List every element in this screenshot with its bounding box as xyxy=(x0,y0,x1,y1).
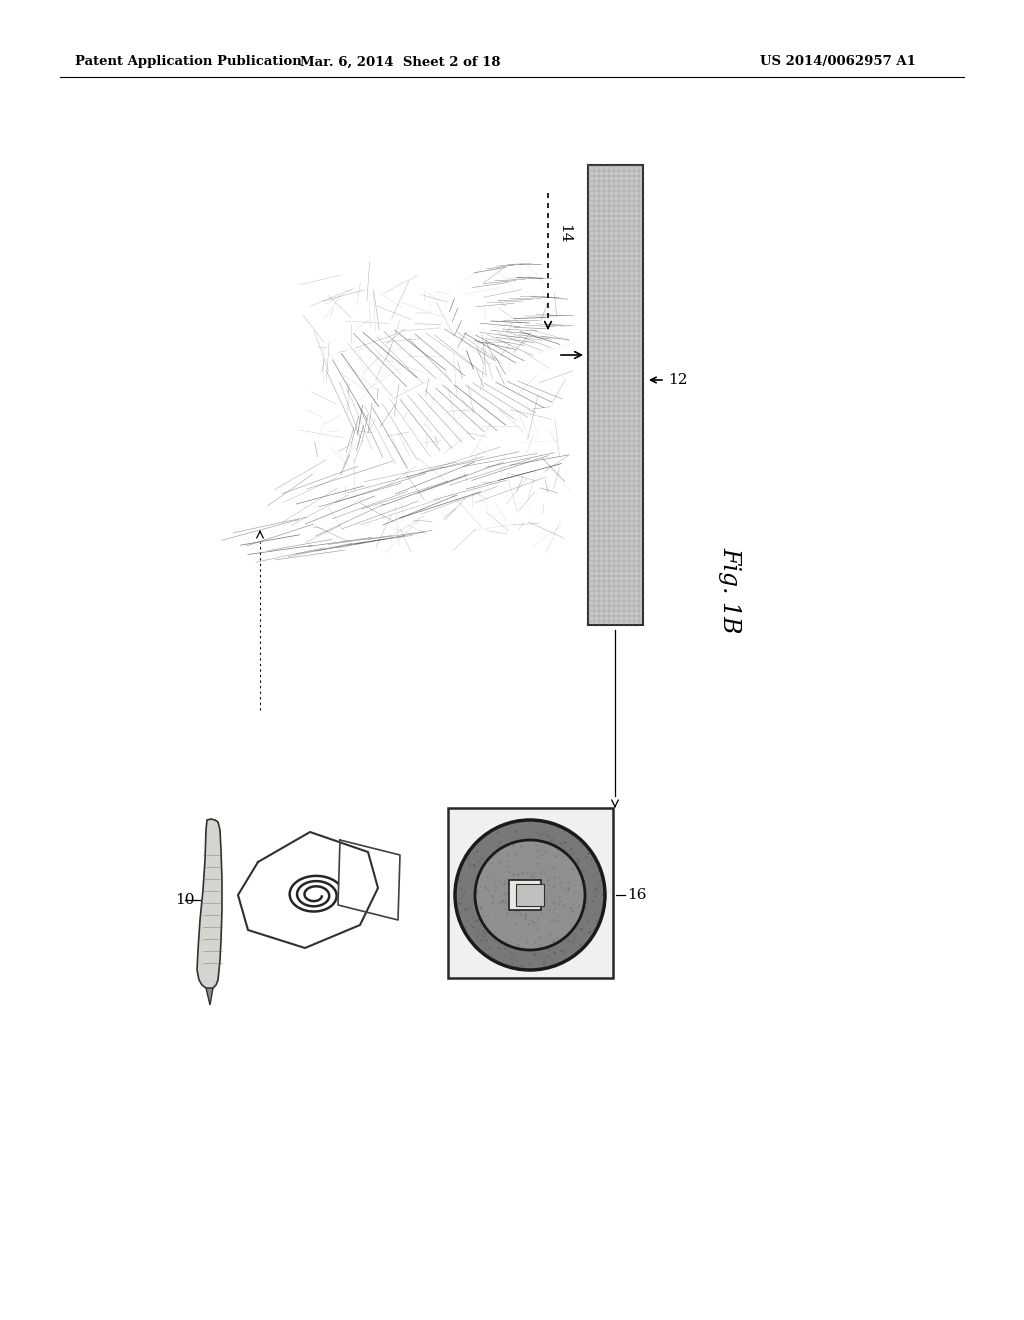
Text: 12: 12 xyxy=(668,374,687,387)
Text: 10: 10 xyxy=(175,894,195,907)
Polygon shape xyxy=(197,818,222,989)
Circle shape xyxy=(455,820,605,970)
Text: Mar. 6, 2014  Sheet 2 of 18: Mar. 6, 2014 Sheet 2 of 18 xyxy=(300,55,501,69)
Bar xyxy=(588,165,643,624)
Bar xyxy=(509,880,541,909)
Text: Fig. 1B: Fig. 1B xyxy=(719,546,741,634)
Bar xyxy=(516,884,544,906)
Bar xyxy=(449,808,613,978)
Text: 16: 16 xyxy=(627,888,646,902)
Text: 14: 14 xyxy=(557,224,571,244)
Text: Patent Application Publication: Patent Application Publication xyxy=(75,55,302,69)
Polygon shape xyxy=(206,987,213,1005)
Circle shape xyxy=(475,840,585,950)
Text: US 2014/0062957 A1: US 2014/0062957 A1 xyxy=(760,55,915,69)
